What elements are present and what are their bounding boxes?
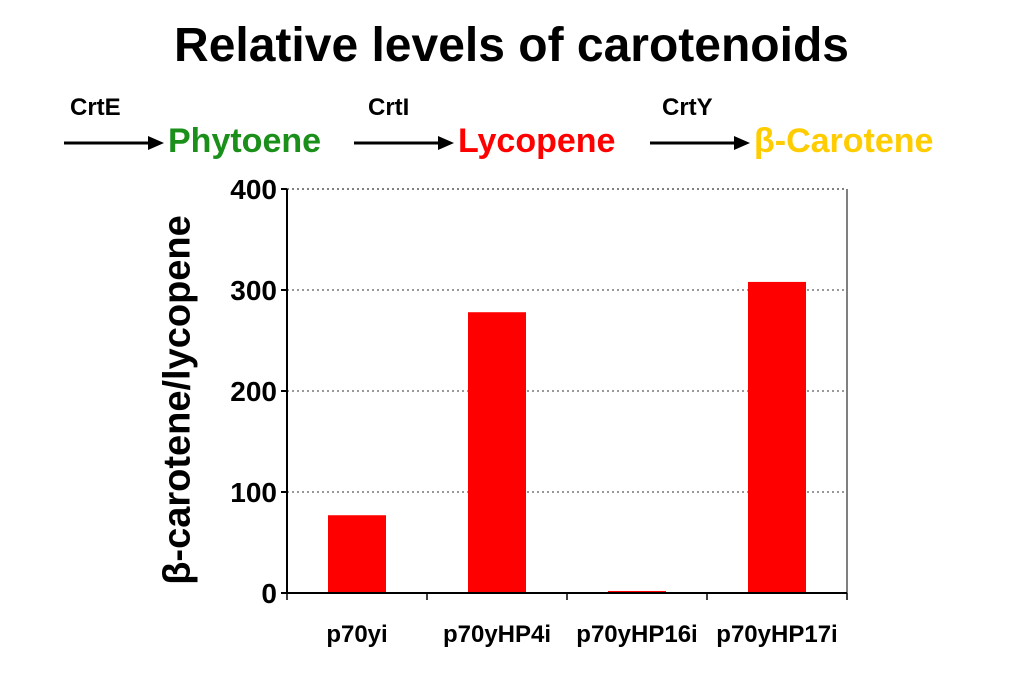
y-tick-label: 300 (230, 275, 277, 306)
enzyme-label-crte: CrtE (70, 94, 121, 121)
compound-lycopene: Lycopene (458, 122, 616, 160)
y-tick-label: 100 (230, 477, 277, 508)
y-tick-label: 0 (261, 578, 277, 609)
enzyme-label-crti: CrtI (368, 94, 410, 121)
x-tick-label: p70yi (326, 621, 387, 648)
y-tick-label: 400 (230, 174, 277, 205)
x-tick-label: p70yHP16i (576, 621, 697, 648)
bar (468, 312, 526, 593)
page-title: Relative levels of carotenoids (174, 19, 849, 72)
x-tick-label: p70yHP4i (443, 621, 551, 648)
bar (608, 590, 666, 593)
bar (328, 515, 386, 593)
compound-beta-carotene: β-Carotene (754, 122, 934, 160)
arrow-icon (650, 136, 750, 150)
x-tick-label: p70yHP17i (716, 621, 837, 648)
arrow-icon (64, 136, 164, 150)
y-tick-label: 200 (230, 376, 277, 407)
arrow-icon (354, 136, 454, 150)
compound-phytoene: Phytoene (168, 122, 322, 160)
bar (748, 281, 806, 593)
enzyme-label-crty: CrtY (662, 94, 713, 121)
